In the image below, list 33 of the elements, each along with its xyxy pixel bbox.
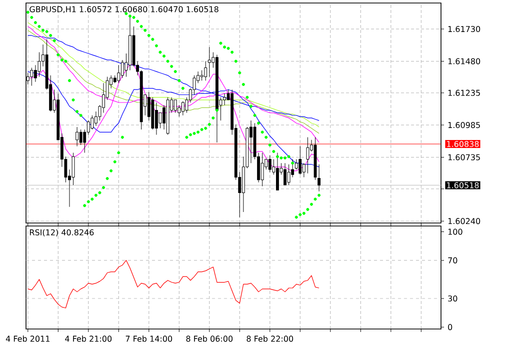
- y-tick-label: 30: [448, 295, 458, 302]
- y-tick-label: 100: [448, 228, 462, 235]
- x-tick-label: 4 Feb 21:00: [65, 336, 112, 342]
- candlestick: [174, 100, 177, 114]
- ref-line-label: 1.60838: [447, 140, 479, 148]
- x-tick-label: 4 Feb 2011: [6, 336, 50, 342]
- candlestick: [298, 146, 302, 175]
- candlestick: [276, 152, 279, 190]
- ref-line-label: 1.60518: [447, 182, 479, 188]
- candlestick: [260, 152, 264, 187]
- x-tick-label: 8 Feb 06:00: [186, 336, 233, 342]
- candlestick: [76, 126, 79, 147]
- candlestick: [208, 46, 211, 77]
- y-tick-label: 1.61730: [448, 26, 480, 32]
- y-tick-label: 1.60985: [448, 122, 480, 128]
- candlestick: [306, 137, 310, 174]
- y-tick-label: 1.60240: [448, 218, 480, 224]
- candlestick: [284, 162, 286, 186]
- y-tick-label: 1.61235: [448, 90, 480, 96]
- x-tick-label: 8 Feb 22:00: [246, 336, 294, 342]
- y-tick-label: 1.61480: [448, 58, 480, 64]
- y-tick-label: 70: [448, 257, 458, 264]
- y-tick-label: 1.60735: [448, 154, 480, 160]
- chart-title: GBPUSD,H1 1.60572 1.60680 1.60470 1.60518: [30, 6, 218, 14]
- y-tick-label: 0: [448, 324, 452, 330]
- x-tick-label: 7 Feb 14:00: [126, 336, 172, 342]
- candlestick: [166, 97, 170, 135]
- candlestick: [268, 155, 272, 172]
- candlestick: [30, 67, 34, 86]
- candlestick: [216, 54, 218, 143]
- candlestick: [204, 61, 208, 81]
- chart-title: RSI(12) 40.8246: [30, 229, 94, 236]
- candlestick: [181, 100, 184, 116]
